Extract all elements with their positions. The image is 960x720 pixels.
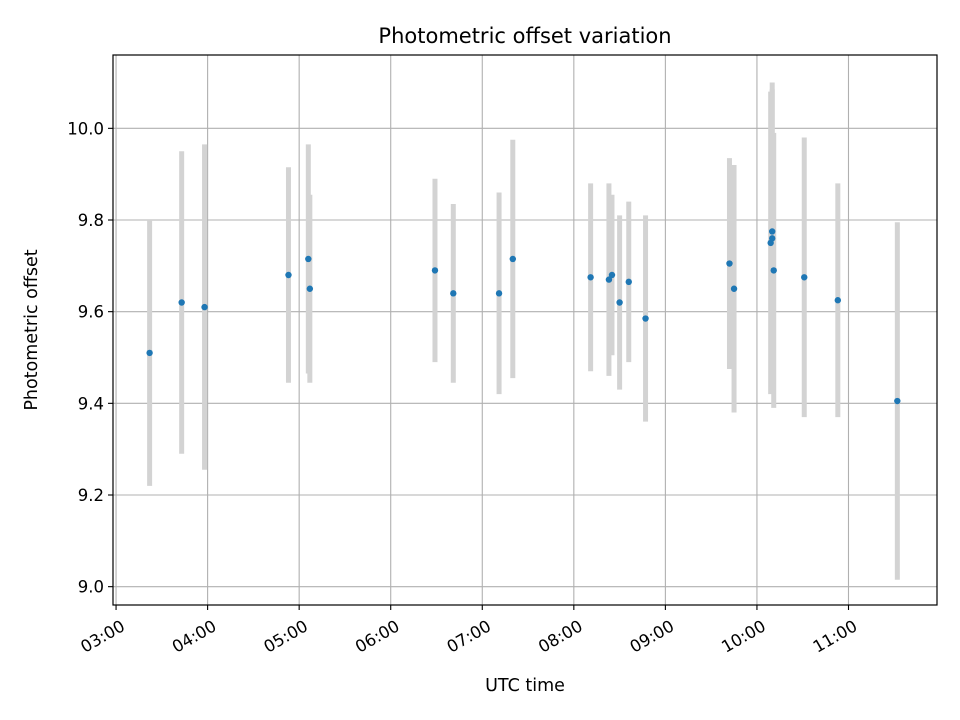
data-point [431,267,439,274]
data-point [769,228,776,235]
data-point [306,285,314,292]
plot-frame [112,54,938,606]
data-point [450,290,457,297]
data-point [642,315,649,322]
data-point [625,278,632,286]
data-point [801,274,808,281]
data-point [509,255,516,263]
data-point [605,276,613,283]
y-axis-title: Photometric offset [22,249,42,410]
data-point [178,299,185,306]
data-point [201,303,208,311]
data-point [285,271,292,279]
data-point [769,235,776,242]
data-point [495,290,503,297]
data-point [146,349,153,357]
chart-title: Photometric offset variation [378,24,671,48]
y-tick-label: 9.2 [78,486,104,505]
data-point [770,267,777,274]
data-point [587,274,594,281]
y-tick-label: 9.6 [78,303,104,322]
y-tick-label: 9.0 [78,578,104,597]
y-tick-label: 9.8 [78,211,104,230]
grid [113,55,937,605]
y-tick-label: 9.4 [78,394,104,413]
data-point [894,397,901,405]
data-point [608,271,616,279]
data-point [834,297,842,304]
y-tick-label: 10.0 [67,119,104,138]
data-point [305,255,312,263]
data-points [146,228,901,405]
x-axis-title: UTC time [485,676,565,696]
data-point [616,299,623,306]
data-point [730,285,738,292]
data-point [726,260,733,267]
